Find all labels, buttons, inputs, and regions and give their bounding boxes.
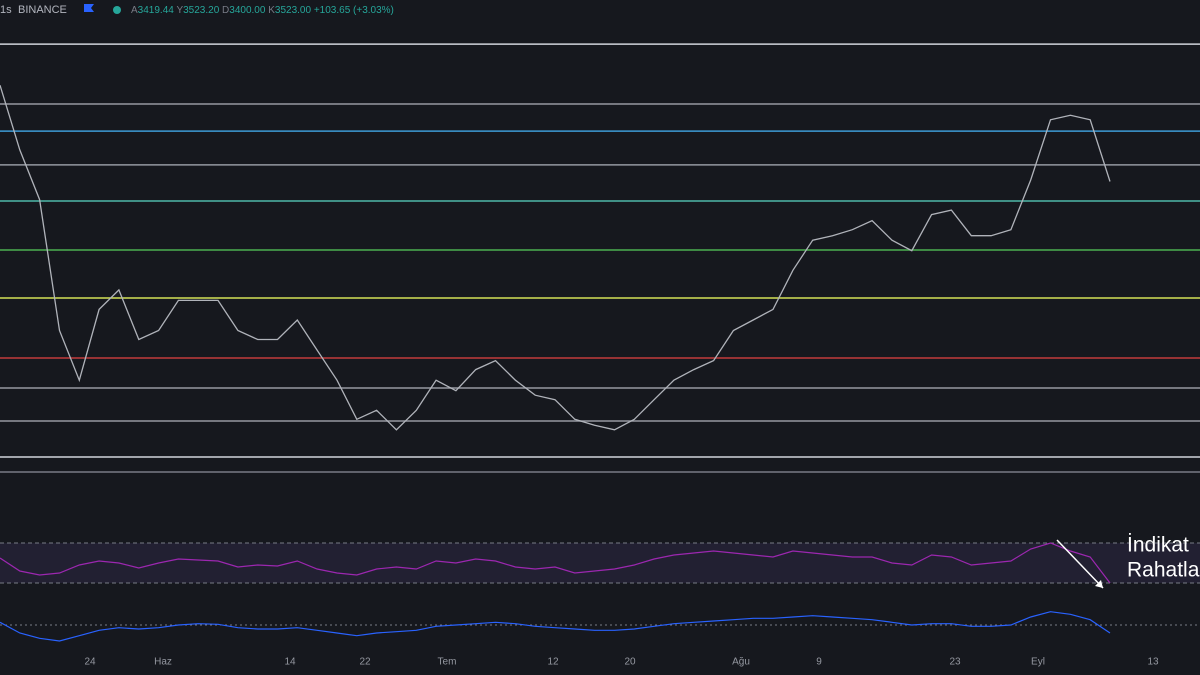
macd-line	[0, 611, 1111, 642]
flag-icon[interactable]	[84, 4, 94, 12]
ohlc-readout: A3419.44 Y3523.20 D3400.00 K3523.00 +103…	[131, 5, 394, 16]
exchange: BINANCE	[18, 4, 67, 16]
ohlc-label: K	[268, 5, 275, 16]
ohlc-value: 3419.44	[138, 5, 175, 16]
ohlc-label: D	[222, 5, 229, 16]
ohlc-value: 3523.20	[183, 5, 220, 16]
annotation-arrow	[1056, 539, 1104, 589]
price-line	[0, 85, 1111, 431]
time-label: 22	[359, 657, 371, 668]
time-label: 9	[816, 657, 822, 668]
time-label: Tem	[438, 657, 457, 668]
time-label: 24	[84, 657, 96, 668]
ohlc-value: 3400.00	[229, 5, 266, 16]
change: +103.65 (+3.03%)	[314, 5, 394, 16]
ohlc-label: Y	[176, 5, 183, 16]
interval: 1s	[0, 4, 12, 16]
time-label: 20	[624, 657, 636, 668]
arrow-head	[1095, 580, 1103, 588]
time-label: Eyl	[1031, 657, 1045, 668]
ohlc-label: A	[131, 5, 138, 16]
rsi-line	[0, 542, 1111, 584]
ohlc-value: 3523.00	[275, 5, 312, 16]
time-label: Haz	[154, 657, 172, 668]
annotation-text: Rahatla	[1127, 559, 1200, 582]
time-label: 13	[1147, 657, 1159, 668]
annotation-text: İndikat	[1127, 534, 1189, 557]
time-label: 23	[949, 657, 961, 668]
time-label: 12	[547, 657, 559, 668]
time-label: 14	[284, 657, 296, 668]
rsi-band-fill	[0, 543, 1200, 583]
time-label: Ağu	[732, 657, 750, 668]
status-dot	[113, 6, 121, 14]
